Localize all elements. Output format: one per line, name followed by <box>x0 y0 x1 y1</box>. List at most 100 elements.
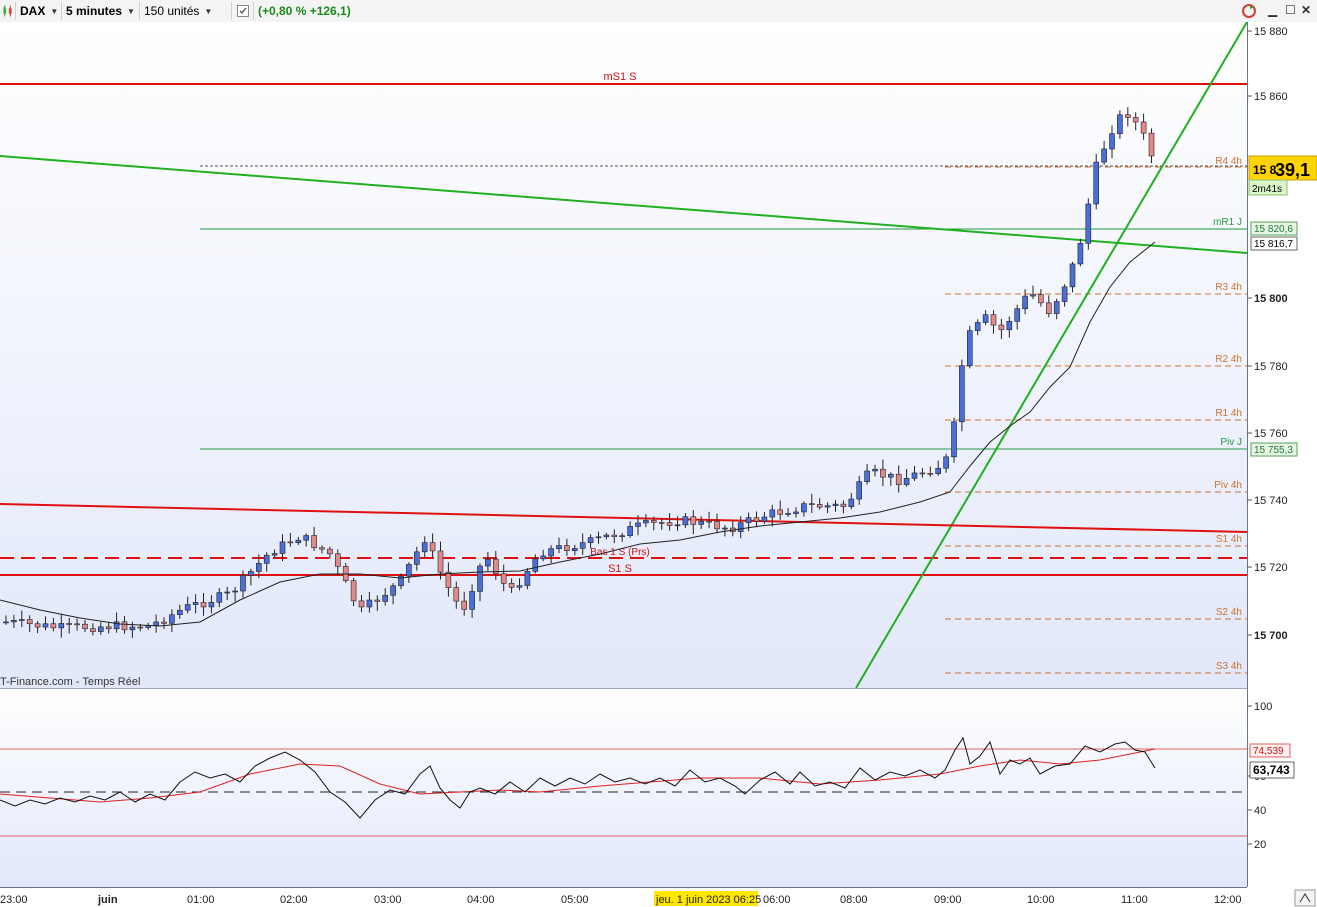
candle-body <box>816 504 823 508</box>
price-tick: 15 760 <box>1254 428 1288 440</box>
candle-body <box>777 509 784 515</box>
candle-body <box>485 558 491 567</box>
instrument-label: DAX <box>20 4 46 18</box>
price-tick: 15 740 <box>1254 495 1288 507</box>
price-tick: 15 800 <box>1254 293 1288 305</box>
candle-body <box>769 509 776 518</box>
candle-body <box>919 472 926 475</box>
r4-label: R4 4h <box>1215 156 1242 167</box>
refresh-icon[interactable] <box>1241 3 1257 22</box>
pivj-badge: 15 755,3 <box>1250 442 1298 457</box>
candle-body <box>571 548 578 551</box>
candle-body <box>334 553 341 567</box>
s3-label: S3 4h <box>1216 661 1242 672</box>
price-scale: 15 880 15 860 15 800 15 780 15 760 15 74… <box>1247 26 1288 642</box>
candle-body <box>192 602 199 605</box>
piv4-label: Piv 4h <box>1214 480 1242 491</box>
candle-body <box>82 623 88 630</box>
candle-body <box>406 564 412 577</box>
time-tick: 12:00 <box>1214 894 1242 906</box>
candle-body <box>516 585 523 588</box>
chevron-down-icon: ▼ <box>204 6 213 16</box>
chevron-down-icon: ▼ <box>127 6 135 16</box>
candle-body <box>666 522 673 526</box>
candle-body <box>398 575 404 587</box>
candle-body <box>129 626 136 631</box>
candle-body <box>880 468 886 478</box>
candle-body <box>98 626 104 632</box>
upper-value: 74,539 <box>1253 746 1284 757</box>
price-tick: 15 720 <box>1254 562 1288 574</box>
candle-body <box>564 545 570 551</box>
chart-toolbar: DAX ▼ 5 minutes ▼ 150 unités ▼ (+0,80 % +12… <box>0 0 1317 23</box>
mr1-label: mR1 J <box>1213 217 1242 228</box>
candle-body <box>240 575 246 592</box>
current-value: 63,743 <box>1253 763 1290 777</box>
candle-body <box>224 591 230 594</box>
pivj-label: Piv J <box>1220 437 1242 448</box>
candle-body <box>1014 308 1021 322</box>
candle-body <box>445 571 452 588</box>
candlestick-icon[interactable] <box>0 2 16 20</box>
cursor-time-label: jeu. 1 juin 2023 06:25 <box>655 894 761 906</box>
candle-body <box>177 609 183 615</box>
ma-value: 15 816,7 <box>1254 239 1293 250</box>
candle-body <box>34 623 41 628</box>
downtrend-line[interactable] <box>0 155 1248 254</box>
price-chart[interactable]: mS1 S R4 4h mR1 J R3 4h R2 4h R1 4h Piv … <box>0 22 1317 907</box>
instrument-select[interactable]: DAX ▼ <box>16 2 62 20</box>
candle-body <box>492 558 499 575</box>
candle-body <box>161 621 167 624</box>
units-label: 150 unités <box>144 4 200 18</box>
scroll-icon[interactable] <box>1294 889 1316 907</box>
candle-body <box>263 554 270 564</box>
candle-body <box>737 522 744 532</box>
close-icon[interactable]: ✕ <box>1301 3 1312 17</box>
candle-body <box>824 505 831 508</box>
timeframe-select[interactable]: 5 minutes ▼ <box>62 2 140 20</box>
candle-body <box>974 322 981 331</box>
candle-body <box>848 498 855 507</box>
candle-body <box>785 513 791 515</box>
candle-body <box>808 503 815 505</box>
candle-body <box>627 526 633 536</box>
candle-body <box>706 520 712 523</box>
maximize-icon[interactable]: ☐ <box>1285 3 1296 17</box>
candle-body <box>1053 301 1060 314</box>
candle-body <box>169 614 175 624</box>
candle-body <box>658 522 665 524</box>
candle-body <box>421 542 428 553</box>
resistance-trend-line[interactable] <box>0 503 1248 533</box>
candle-body <box>90 628 96 632</box>
candle-body <box>413 551 420 565</box>
candle-body <box>690 516 697 525</box>
candle-body <box>698 520 705 525</box>
candle-body <box>903 478 910 485</box>
candle-body <box>1109 133 1115 150</box>
units-select[interactable]: 150 unités ▼ <box>140 2 232 20</box>
candle-body <box>943 456 949 469</box>
time-tick: 10:00 <box>1027 894 1055 906</box>
candle-body <box>184 604 191 611</box>
candle-body <box>287 541 294 544</box>
candle-body <box>1061 286 1068 302</box>
candle-body <box>295 539 302 544</box>
minimize-icon[interactable]: ▁ <box>1268 3 1278 17</box>
candle-body <box>429 542 436 552</box>
time-tick: 11:00 <box>1121 894 1148 906</box>
settings-icon[interactable] <box>232 2 254 20</box>
s2-label: S2 4h <box>1216 607 1242 618</box>
candle-body <box>1140 121 1147 134</box>
candle-body <box>303 535 310 541</box>
moving-average-line <box>0 241 1156 627</box>
candle-body <box>532 558 539 572</box>
candle-body <box>366 599 373 608</box>
candle-body <box>753 517 760 522</box>
time-scale: 23:00 juin 01:00 02:00 03:00 04:00 05:00… <box>0 891 1242 906</box>
time-tick: 01:00 <box>187 894 215 906</box>
candle-body <box>437 550 444 573</box>
uptrend-line[interactable] <box>855 22 1248 689</box>
candle-body <box>887 473 894 478</box>
candle-body <box>840 503 847 507</box>
candle-body <box>1085 203 1092 244</box>
